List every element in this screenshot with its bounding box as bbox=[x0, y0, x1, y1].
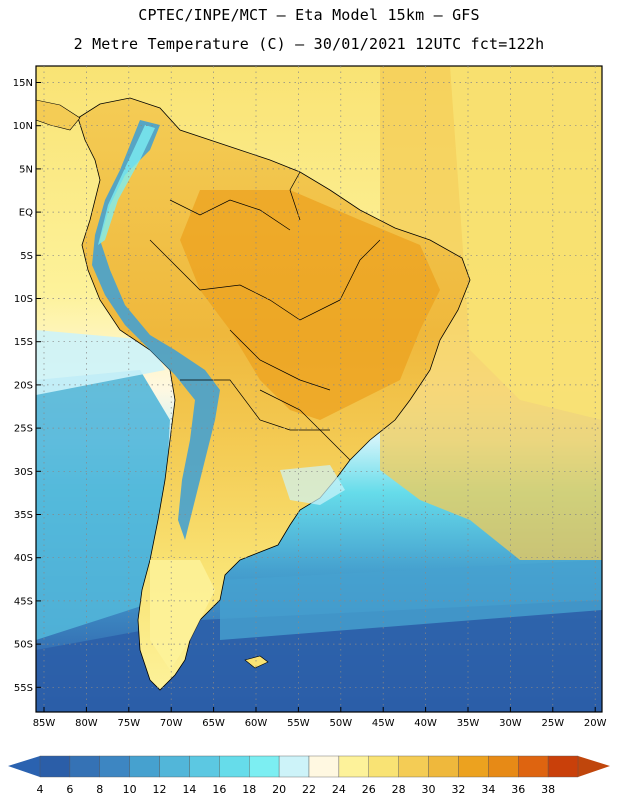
lon-label: 60W bbox=[245, 718, 268, 729]
interior-hot-region bbox=[180, 190, 440, 420]
colorbar-label: 4 bbox=[37, 783, 44, 796]
lon-label: 25W bbox=[541, 718, 564, 729]
colorbar: 4 6 8 10 12 14 16 18 20 22 24 26 28 30 32 34 36 38 bbox=[8, 755, 610, 796]
south-atlantic-band bbox=[220, 560, 602, 640]
colorbar-label: 30 bbox=[422, 783, 436, 796]
pacific-cold-region bbox=[36, 370, 170, 640]
atlantic-mild-region bbox=[450, 66, 602, 420]
lon-label: 40W bbox=[414, 718, 437, 729]
lon-label: 55W bbox=[287, 718, 310, 729]
central-america-land bbox=[36, 99, 81, 131]
colorbar-label: 8 bbox=[96, 783, 103, 796]
colorbar-label: 36 bbox=[511, 783, 525, 796]
colorbar-swatch bbox=[99, 755, 130, 778]
colorbar-swatch bbox=[69, 755, 100, 778]
lat-label: EQ bbox=[19, 208, 33, 219]
lat-label: 35S bbox=[14, 510, 33, 521]
colorbar-label: 22 bbox=[302, 783, 316, 796]
grid-lines bbox=[36, 66, 602, 712]
colorbar-label: 38 bbox=[541, 783, 555, 796]
lon-label: 35W bbox=[457, 718, 480, 729]
colorbar-left-arrow bbox=[8, 756, 40, 777]
lat-label: 10S bbox=[14, 294, 33, 305]
map-plot-area bbox=[36, 66, 602, 712]
andes-north-snow bbox=[98, 125, 155, 245]
colorbar-swatch bbox=[458, 755, 489, 778]
longitude-labels: 85W 80W 75W 70W 65W 60W 55W 50W 45W 40W 35W 30W 25W 2… bbox=[33, 707, 607, 729]
uruguay-cool-area bbox=[280, 465, 345, 505]
colorbar-swatch bbox=[518, 755, 549, 778]
colorbar-swatch bbox=[368, 755, 399, 778]
plot-frame bbox=[35, 65, 603, 713]
title-line-1: CPTEC/INPE/MCT – Eta Model 15km – GFS bbox=[138, 6, 480, 24]
colorbar-swatch bbox=[338, 755, 369, 778]
colorbar-label: 16 bbox=[212, 783, 226, 796]
colorbar-swatch bbox=[189, 755, 220, 778]
lon-label: 65W bbox=[202, 718, 225, 729]
colorbar-label: 26 bbox=[362, 783, 376, 796]
lat-label: 20S bbox=[14, 380, 33, 391]
falkland-islands bbox=[244, 655, 269, 669]
colorbar-label: 20 bbox=[272, 783, 286, 796]
colorbar-label: 14 bbox=[182, 783, 196, 796]
colorbar-swatch bbox=[219, 755, 250, 778]
lon-label: 50W bbox=[329, 718, 352, 729]
lat-label: 50S bbox=[14, 640, 33, 651]
lat-label: 10N bbox=[13, 121, 33, 132]
lon-label: 70W bbox=[160, 718, 183, 729]
colorbar-label: 28 bbox=[392, 783, 406, 796]
lat-label: 45S bbox=[14, 596, 33, 607]
colorbar-label: 24 bbox=[332, 783, 346, 796]
lat-label: 5N bbox=[19, 164, 33, 175]
lon-label: 80W bbox=[75, 718, 98, 729]
pacific-cool-band bbox=[36, 330, 165, 395]
colorbar-label: 34 bbox=[481, 783, 495, 796]
colorbar-swatch bbox=[488, 755, 519, 778]
country-borders bbox=[149, 171, 381, 461]
lon-label: 20W bbox=[584, 718, 607, 729]
colorbar-swatch bbox=[159, 755, 190, 778]
colorbar-label: 32 bbox=[451, 783, 465, 796]
colorbar-label: 12 bbox=[153, 783, 167, 796]
colorbar-swatch bbox=[249, 755, 280, 778]
lon-label: 45W bbox=[372, 718, 395, 729]
lat-label: 5S bbox=[20, 251, 33, 262]
lat-label: 25S bbox=[14, 424, 33, 435]
latitude-labels: 15N 10N 5N EQ 5S 10S 15S 20S 25S 30S 35S 40S 45S 50S 5… bbox=[13, 78, 41, 694]
lon-label: 75W bbox=[117, 718, 140, 729]
colorbar-swatch bbox=[547, 755, 579, 778]
lon-label: 30W bbox=[499, 718, 522, 729]
colorbar-swatch bbox=[278, 755, 310, 778]
lon-label: 85W bbox=[33, 718, 56, 729]
colorbar-swatch bbox=[398, 755, 429, 778]
lat-label: 55S bbox=[14, 683, 33, 694]
patagonia-region bbox=[150, 560, 215, 670]
lat-label: 15N bbox=[13, 78, 33, 89]
colorbar-swatch bbox=[39, 755, 71, 778]
colorbar-swatch bbox=[428, 755, 459, 778]
lat-label: 30S bbox=[14, 467, 33, 478]
colorbar-label: 10 bbox=[123, 783, 137, 796]
colorbar-right-arrow bbox=[578, 756, 610, 777]
colorbar-swatch bbox=[129, 755, 160, 778]
colorbar-label: 18 bbox=[242, 783, 256, 796]
title-line-2: 2 Metre Temperature (C) – 30/01/2021 12U… bbox=[73, 35, 545, 53]
lat-label: 15S bbox=[14, 337, 33, 348]
lat-label: 40S bbox=[14, 553, 33, 564]
colorbar-swatch bbox=[308, 755, 340, 778]
colorbar-label: 6 bbox=[66, 783, 73, 796]
